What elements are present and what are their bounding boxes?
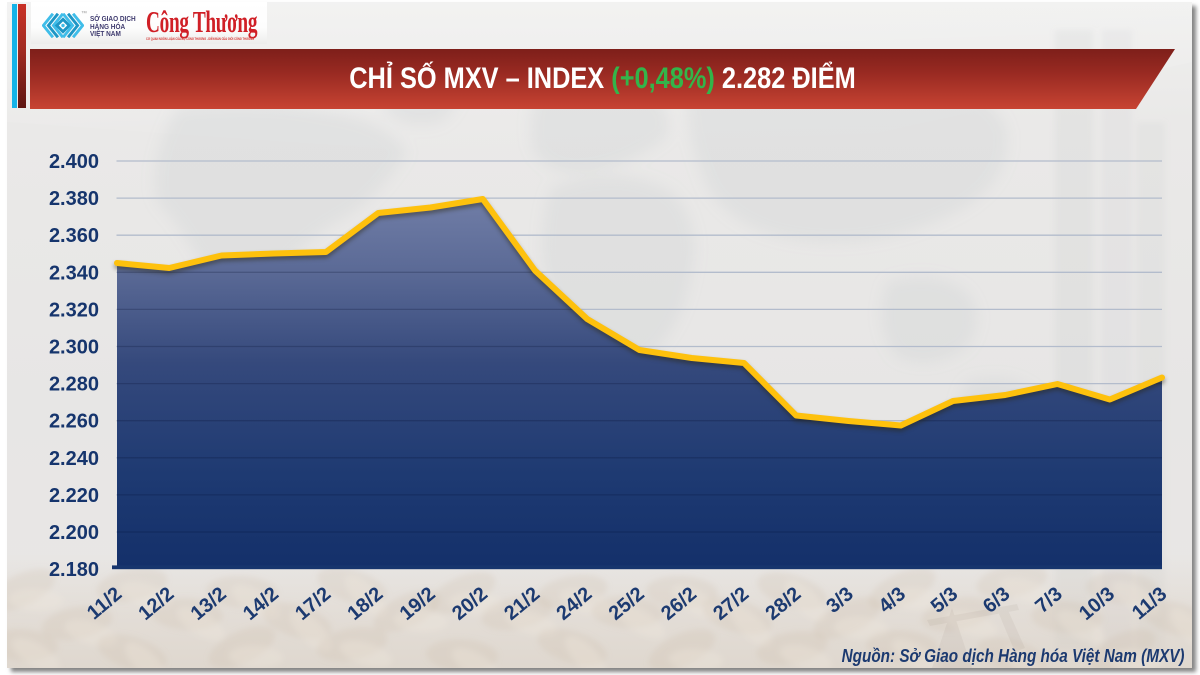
svg-text:2.360: 2.360	[49, 225, 99, 247]
svg-text:25/2: 25/2	[605, 583, 649, 625]
svg-text:2.260: 2.260	[49, 411, 99, 433]
svg-text:2.280: 2.280	[49, 374, 99, 396]
svg-text:3/3: 3/3	[822, 583, 857, 618]
svg-text:2.300: 2.300	[49, 337, 99, 359]
svg-text:12/2: 12/2	[134, 583, 178, 625]
svg-text:28/2: 28/2	[761, 583, 805, 625]
svg-text:5/3: 5/3	[927, 583, 962, 618]
svg-text:2.320: 2.320	[49, 299, 99, 321]
svg-text:13/2: 13/2	[187, 583, 231, 625]
svg-text:2.200: 2.200	[49, 522, 99, 544]
svg-text:11/2: 11/2	[83, 583, 126, 624]
svg-text:18/2: 18/2	[343, 583, 387, 625]
svg-text:19/2: 19/2	[396, 583, 440, 625]
svg-text:21/2: 21/2	[500, 583, 544, 625]
svg-text:7/3: 7/3	[1031, 583, 1066, 618]
svg-text:20/2: 20/2	[448, 583, 492, 625]
svg-text:4/3: 4/3	[875, 583, 910, 618]
svg-text:26/2: 26/2	[657, 583, 701, 625]
svg-text:27/2: 27/2	[709, 583, 753, 625]
svg-text:2.380: 2.380	[49, 188, 99, 210]
svg-text:2.340: 2.340	[49, 262, 99, 284]
svg-text:2.240: 2.240	[49, 448, 99, 470]
svg-text:2.220: 2.220	[49, 485, 99, 507]
svg-text:11/3: 11/3	[1128, 583, 1171, 624]
svg-text:17/2: 17/2	[291, 583, 335, 625]
svg-text:2.400: 2.400	[49, 151, 99, 173]
svg-text:14/2: 14/2	[239, 583, 283, 625]
svg-text:24/2: 24/2	[552, 583, 596, 625]
svg-text:2.180: 2.180	[49, 559, 99, 581]
svg-text:10/3: 10/3	[1075, 583, 1119, 625]
svg-text:6/3: 6/3	[979, 583, 1014, 618]
